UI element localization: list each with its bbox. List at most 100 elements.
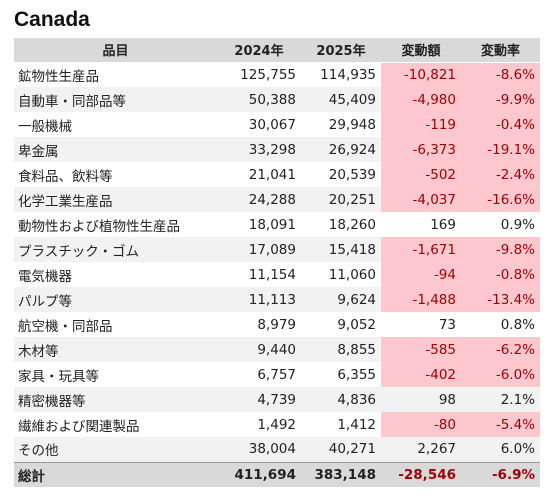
cell-2024: 18,091 xyxy=(248,216,296,233)
cell-change: 2,267 xyxy=(381,437,461,462)
cell-2024: 9,440 xyxy=(217,337,301,362)
cell-change: 73 xyxy=(438,316,456,333)
cell-2024: 30,067 xyxy=(248,116,296,133)
total-rate: -6.9% xyxy=(461,461,540,487)
cell-item: その他 xyxy=(14,437,217,462)
cell-rate: 0.8% xyxy=(500,316,535,333)
table-row: 精密機器等 4,739 4,836 98 2.1% xyxy=(14,387,540,412)
cell-item: 化学工業生産品 xyxy=(14,187,217,212)
cell-2025: 20,251 xyxy=(301,187,381,212)
table-row: パルプ等 11,113 9,624 -1,488 -13.4% xyxy=(14,287,540,312)
cell-2025: 40,271 xyxy=(301,437,381,462)
column-header-2024[interactable]: 2024年 xyxy=(217,38,301,63)
cell-2024: 8,979 xyxy=(257,316,296,333)
total-2024: 411,694 xyxy=(217,461,301,487)
cell-2025: 26,924 xyxy=(301,137,381,162)
cell-2024: 1,492 xyxy=(257,416,296,433)
table-row: 自動車・同部品等 50,388 45,409 -4,980 -9.9% xyxy=(14,87,540,112)
table-header-row: 品目 2024年 2025年 変動額 変動率 xyxy=(14,38,540,63)
cell-rate: 2.1% xyxy=(461,387,540,412)
cell-item: 木材等 xyxy=(14,337,217,362)
cell-item: 精密機器等 xyxy=(14,387,217,412)
cell-item: 電気機器 xyxy=(18,268,72,285)
cell-2025: 8,855 xyxy=(301,337,381,362)
cell-2025: 6,355 xyxy=(337,366,376,383)
cell-rate: -8.6% xyxy=(461,62,540,87)
table-row: 電気機器 11,154 11,060 -94 -0.8% xyxy=(14,262,540,287)
table-row: 卑金属 33,298 26,924 -6,373 -19.1% xyxy=(14,137,540,162)
cell-rate: -0.4% xyxy=(461,112,540,137)
total-2025: 383,148 xyxy=(301,461,381,487)
cell-change: -1,671 xyxy=(381,237,461,262)
cell-2025: 11,060 xyxy=(328,266,376,283)
cell-item: プラスチック・ゴム xyxy=(14,237,217,262)
cell-2025: 18,260 xyxy=(328,216,376,233)
cell-rate: 6.0% xyxy=(461,437,540,462)
cell-rate: -0.8% xyxy=(461,262,540,287)
cell-change: -4,037 xyxy=(381,187,461,212)
cell-item: 航空機・同部品 xyxy=(18,318,113,335)
cell-change: -585 xyxy=(381,337,461,362)
table-row: 航空機・同部品 8,979 9,052 73 0.8% xyxy=(14,312,540,337)
cell-2025: 4,836 xyxy=(301,387,381,412)
table-row: 食料品、飲料等 21,041 20,539 -502 -2.4% xyxy=(14,162,540,187)
cell-2025: 15,418 xyxy=(301,237,381,262)
cell-rate: -16.6% xyxy=(461,187,540,212)
cell-2024: 33,298 xyxy=(217,137,301,162)
cell-2024: 125,755 xyxy=(240,66,296,83)
cell-change: -4,980 xyxy=(381,87,461,112)
cell-2025: 20,539 xyxy=(328,166,376,183)
table-row: 木材等 9,440 8,855 -585 -6.2% xyxy=(14,337,540,362)
cell-change: -94 xyxy=(381,262,461,287)
page-title: Canada xyxy=(14,8,90,31)
cell-rate: -6.0% xyxy=(461,362,540,387)
total-change: -28,546 xyxy=(381,461,461,487)
cell-item: 一般機械 xyxy=(18,118,72,135)
cell-item: 動物性および植物性生産品 xyxy=(18,218,180,235)
table-row: 繊維および関連製品 1,492 1,412 -80 -5.4% xyxy=(14,412,540,437)
cell-2024: 6,757 xyxy=(257,366,296,383)
cell-rate: -9.8% xyxy=(461,237,540,262)
column-header-change[interactable]: 変動額 xyxy=(381,38,461,63)
cell-rate: -6.2% xyxy=(461,337,540,362)
trade-table: 品目 2024年 2025年 変動額 変動率 鉱物性生産品 125,755 114,… xyxy=(14,38,540,487)
cell-2025: 114,935 xyxy=(320,66,376,83)
cell-item: 食料品、飲料等 xyxy=(18,168,113,185)
column-header-2025[interactable]: 2025年 xyxy=(301,38,381,63)
cell-rate: -13.4% xyxy=(461,287,540,312)
cell-rate: -2.4% xyxy=(461,162,540,187)
cell-2024: 50,388 xyxy=(217,87,301,112)
cell-item: 鉱物性生産品 xyxy=(18,68,99,85)
cell-item: パルプ等 xyxy=(14,287,217,312)
cell-2024: 38,004 xyxy=(217,437,301,462)
cell-2025: 29,948 xyxy=(328,116,376,133)
table-row: 家具・玩具等 6,757 6,355 -402 -6.0% xyxy=(14,362,540,387)
table-row: 動物性および植物性生産品 18,091 18,260 169 0.9% xyxy=(14,212,540,237)
cell-change: -6,373 xyxy=(381,137,461,162)
cell-change: -119 xyxy=(381,112,461,137)
table-row: 化学工業生産品 24,288 20,251 -4,037 -16.6% xyxy=(14,187,540,212)
cell-2025: 1,412 xyxy=(337,416,376,433)
cell-change: 169 xyxy=(430,216,456,233)
cell-change: 98 xyxy=(381,387,461,412)
cell-2024: 17,089 xyxy=(217,237,301,262)
cell-change: -502 xyxy=(381,162,461,187)
cell-rate: -19.1% xyxy=(461,137,540,162)
column-header-item[interactable]: 品目 xyxy=(14,38,217,63)
cell-2024: 24,288 xyxy=(217,187,301,212)
cell-change: -10,821 xyxy=(381,62,461,87)
cell-item: 家具・玩具等 xyxy=(18,368,99,385)
cell-item: 卑金属 xyxy=(14,137,217,162)
table-body: 鉱物性生産品 125,755 114,935 -10,821 -8.6% 自動車・同部品等… xyxy=(14,62,540,462)
cell-change: -1,488 xyxy=(381,287,461,312)
table-row: 鉱物性生産品 125,755 114,935 -10,821 -8.6% xyxy=(14,62,540,87)
total-label: 総計 xyxy=(14,461,217,487)
cell-item: 繊維および関連製品 xyxy=(18,418,140,435)
cell-rate: 0.9% xyxy=(500,216,535,233)
cell-change: -402 xyxy=(381,362,461,387)
cell-2024: 4,739 xyxy=(217,387,301,412)
column-header-rate[interactable]: 変動率 xyxy=(461,38,540,63)
cell-2024: 11,154 xyxy=(248,266,296,283)
cell-2025: 9,052 xyxy=(337,316,376,333)
cell-2024: 11,113 xyxy=(217,287,301,312)
